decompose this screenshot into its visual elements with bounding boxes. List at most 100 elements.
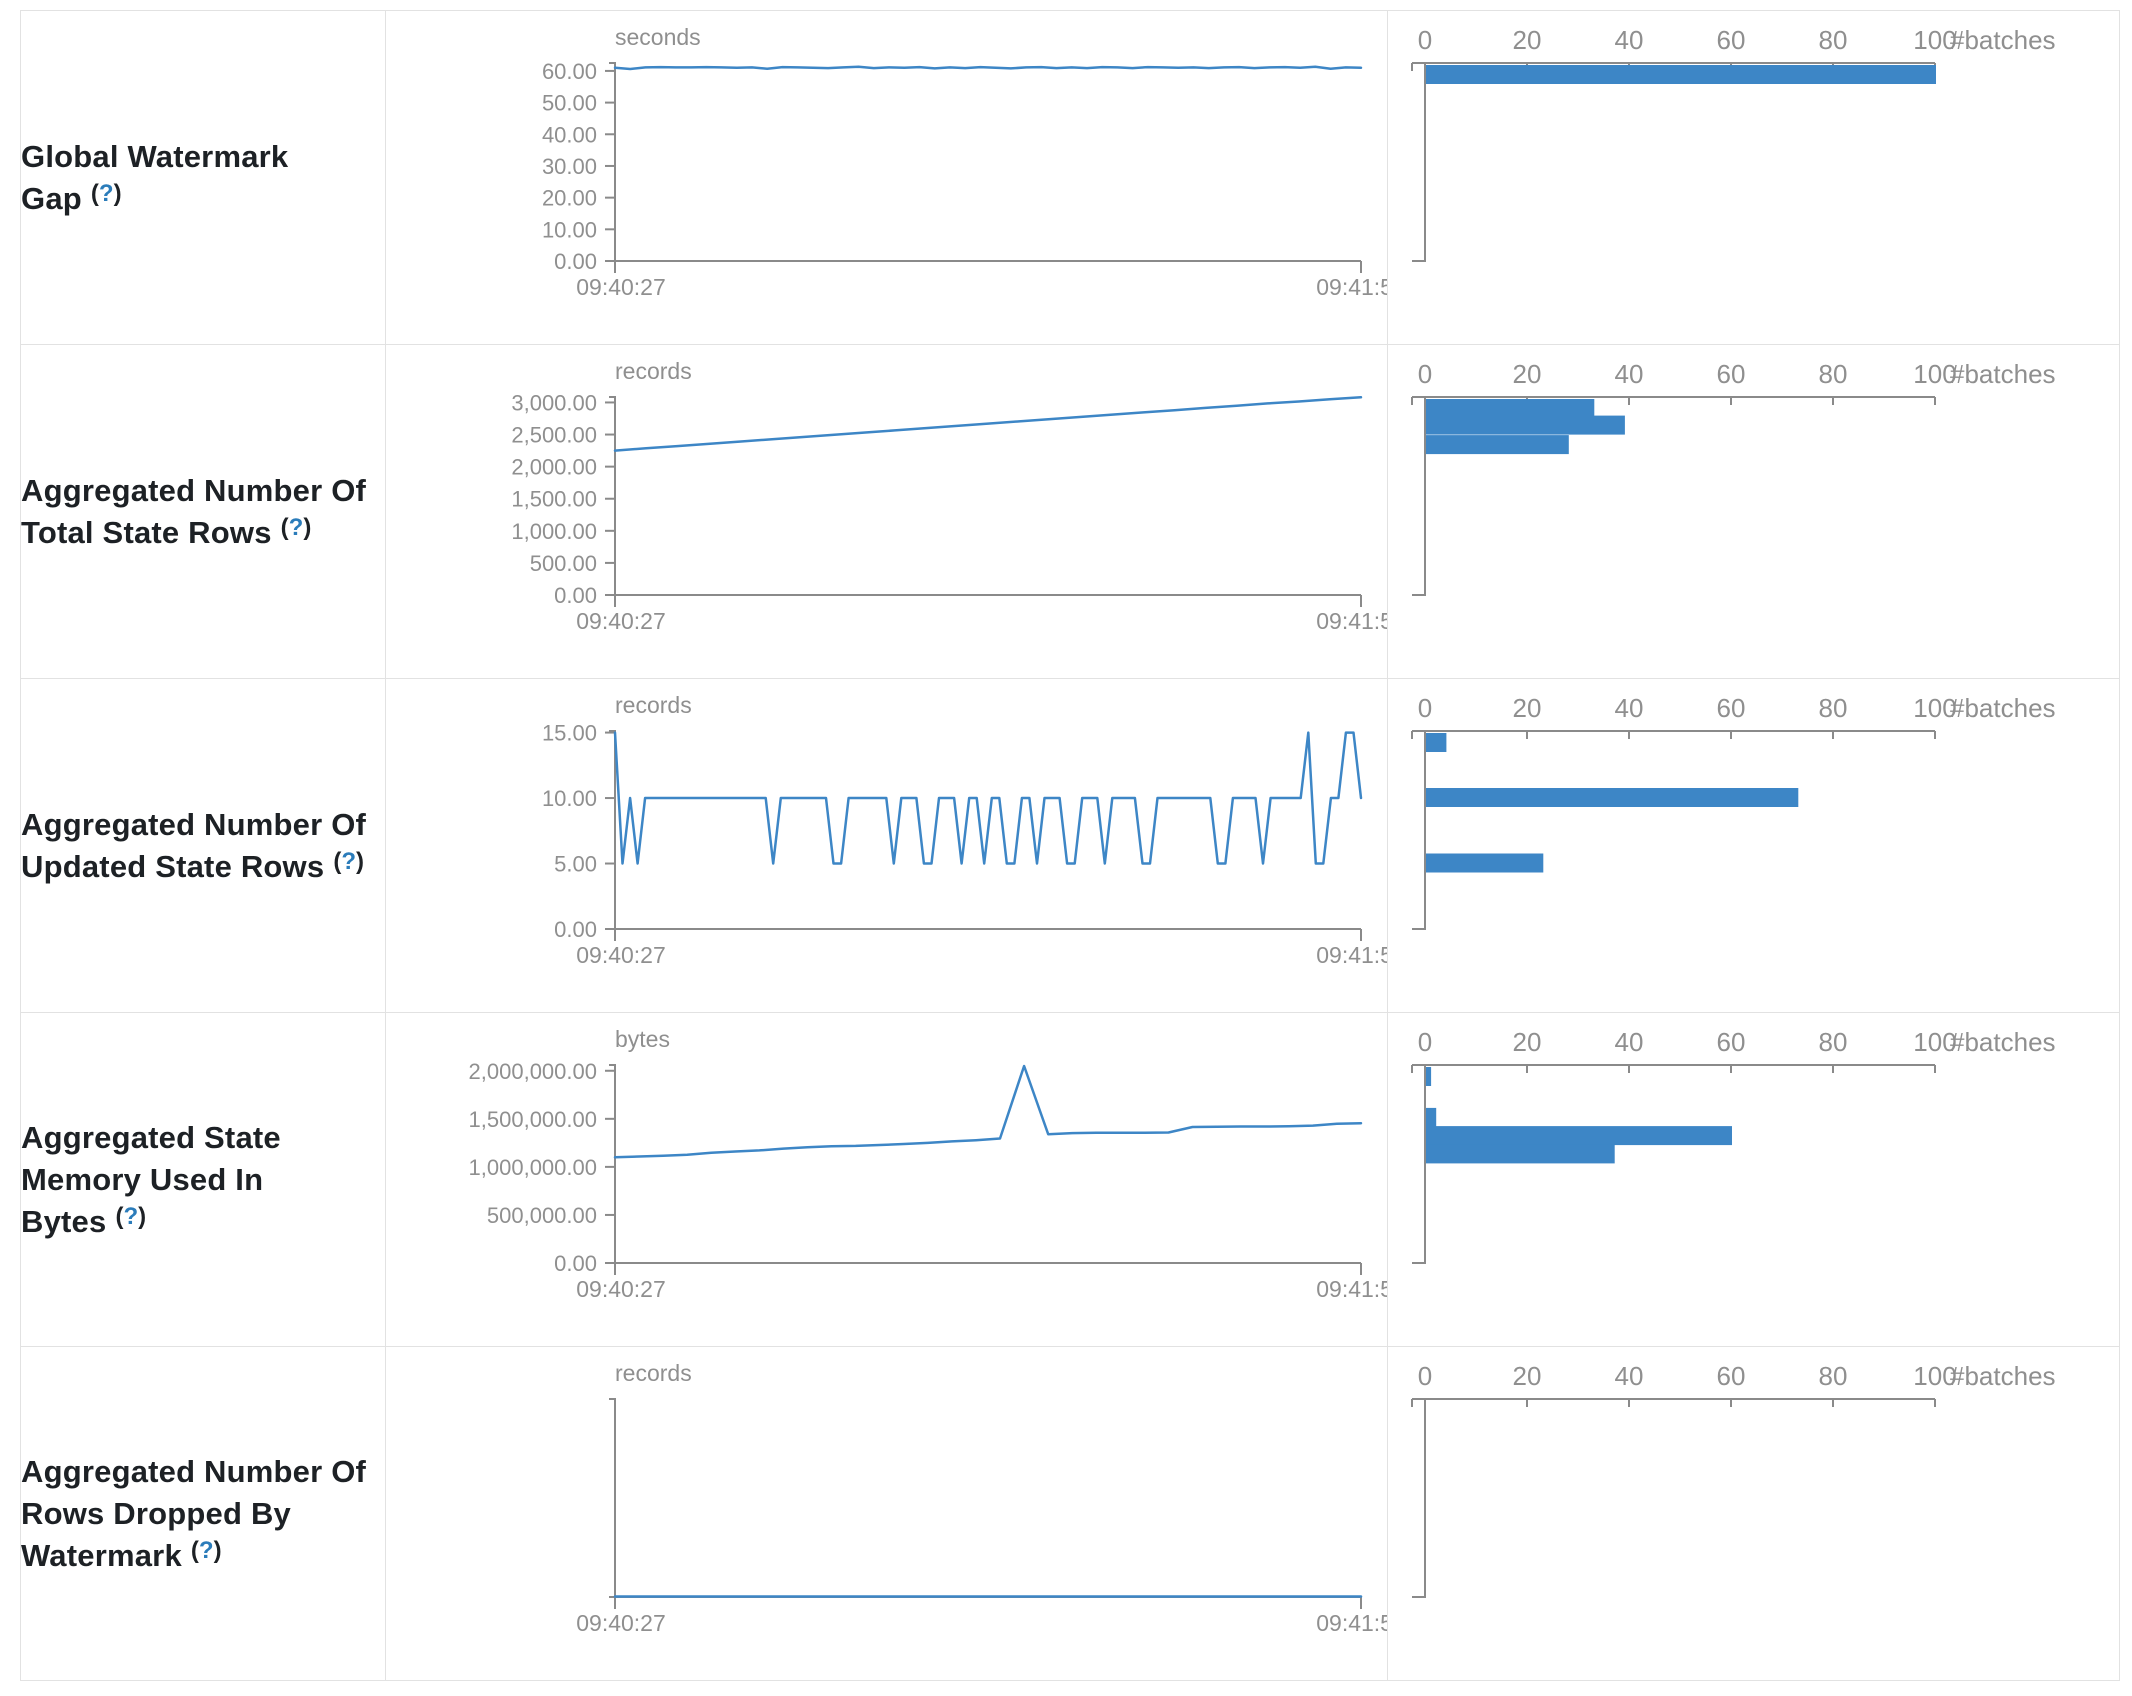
svg-text:09:40:27: 09:40:27	[576, 942, 666, 968]
histogram-chart-cell: 0 20 40 60 80 100 #batches	[1387, 1012, 2120, 1347]
svg-text:20: 20	[1513, 1027, 1542, 1057]
svg-text:09:41:56: 09:41:56	[1316, 608, 1387, 634]
svg-text:20.00: 20.00	[542, 186, 597, 211]
svg-text:records: records	[615, 692, 692, 718]
svg-text:20: 20	[1513, 359, 1542, 389]
svg-text:#batches: #batches	[1950, 1027, 2056, 1057]
help-paren-close: )	[138, 1203, 147, 1231]
svg-text:1,000,000.00: 1,000,000.00	[469, 1155, 597, 1180]
help-marker[interactable]: (?)	[281, 514, 312, 541]
metric-row: Aggregated Number Of Rows Dropped By Wat…	[20, 1346, 2120, 1681]
svg-text:0: 0	[1418, 693, 1432, 723]
svg-text:500,000.00: 500,000.00	[487, 1203, 597, 1228]
help-question-icon: ?	[341, 848, 356, 876]
svg-text:09:41:56: 09:41:56	[1316, 274, 1387, 300]
svg-text:0: 0	[1418, 25, 1432, 55]
histogram-chart-cell: 0 20 40 60 80 100 #batches	[1387, 10, 2120, 345]
timeline-chart-4: records 09:40:27 09:41:56	[576, 1360, 1387, 1636]
help-paren-open: (	[333, 848, 342, 876]
svg-text:60: 60	[1717, 693, 1746, 723]
svg-text:0.00: 0.00	[554, 249, 597, 274]
svg-text:100: 100	[1913, 359, 1956, 389]
svg-text:10.00: 10.00	[542, 786, 597, 811]
histogram-chart-cell: 0 20 40 60 80 100 #batches	[1387, 344, 2120, 679]
svg-text:09:41:56: 09:41:56	[1316, 1610, 1387, 1636]
timeline-chart-3: bytes 2,000,000.00 1,500,000.00 1,000,000.0…	[469, 1026, 1387, 1302]
svg-text:records: records	[615, 1360, 692, 1386]
svg-text:60.00: 60.00	[542, 59, 597, 84]
metric-label-cell: Aggregated Number Of Total State Rows (?)	[20, 344, 386, 679]
metric-row: Aggregated Number Of Updated State Rows(…	[20, 678, 2120, 1013]
metric-title: Aggregated Number Of Rows Dropped By Wat…	[21, 1453, 367, 1573]
metric-row: Aggregated Number Of Total State Rows (?)…	[20, 344, 2120, 679]
svg-text:50.00: 50.00	[542, 91, 597, 116]
svg-text:20: 20	[1513, 1361, 1542, 1391]
svg-text:records: records	[615, 358, 692, 384]
svg-text:0.00: 0.00	[554, 1251, 597, 1276]
svg-text:100: 100	[1913, 25, 1956, 55]
svg-text:500.00: 500.00	[530, 551, 597, 576]
histogram-chart-cell: 0 20 40 60 80 100 #batches	[1387, 1346, 2120, 1681]
svg-text:80: 80	[1819, 25, 1848, 55]
help-paren-open: (	[190, 1537, 199, 1565]
help-paren-close: )	[355, 848, 364, 876]
metric-title: Aggregated Number Of Total State Rows	[21, 472, 367, 550]
svg-text:09:40:27: 09:40:27	[576, 608, 666, 634]
svg-text:40: 40	[1615, 25, 1644, 55]
svg-text:60: 60	[1717, 25, 1746, 55]
svg-text:100: 100	[1913, 1027, 1956, 1057]
timeline-chart-0: seconds 60.00 50.00 40.00 30.00 20.00 10.00 0.0…	[542, 24, 1387, 300]
timeline-chart-cell: bytes 2,000,000.00 1,500,000.00 1,000,000.0…	[385, 1012, 1388, 1347]
svg-text:#batches: #batches	[1950, 25, 2056, 55]
histogram-chart-4: 0 20 40 60 80 100#batches	[1411, 1361, 2056, 1598]
histogram-chart-0: 0 20 40 60 80 100#batches	[1411, 25, 2056, 262]
metric-row: Aggregated State Memory Used In Bytes (?)…	[20, 1012, 2120, 1347]
timeline-chart-cell: records 09:40:27 09:41:56	[385, 1346, 1388, 1681]
svg-text:09:41:56: 09:41:56	[1316, 942, 1387, 968]
svg-text:40: 40	[1615, 1361, 1644, 1391]
help-question-icon: ?	[123, 1203, 139, 1231]
timeline-chart-cell: records 3,000.00 2,500.00 2,000.00 1,500.00 1…	[385, 344, 1388, 679]
metric-title: Global Watermark Gap	[21, 138, 289, 216]
svg-text:3,000.00: 3,000.00	[511, 390, 597, 415]
help-paren-close: )	[113, 180, 122, 208]
metric-label-cell: Aggregated Number Of Updated State Rows(…	[20, 678, 386, 1013]
svg-text:#batches: #batches	[1950, 359, 2056, 389]
svg-text:0: 0	[1418, 359, 1432, 389]
svg-text:20: 20	[1513, 693, 1542, 723]
svg-text:5.00: 5.00	[554, 852, 597, 877]
svg-text:20: 20	[1513, 25, 1542, 55]
help-marker[interactable]: (?)	[115, 1203, 146, 1230]
help-question-icon: ?	[288, 514, 304, 542]
svg-text:30.00: 30.00	[542, 154, 597, 179]
help-paren-close: )	[213, 1537, 222, 1565]
svg-text:#batches: #batches	[1950, 1361, 2056, 1391]
svg-text:0: 0	[1418, 1361, 1432, 1391]
help-paren-open: (	[115, 1203, 124, 1231]
svg-text:2,500.00: 2,500.00	[511, 423, 597, 448]
svg-text:100: 100	[1913, 693, 1956, 723]
timeline-chart-1: records 3,000.00 2,500.00 2,000.00 1,500.00 1…	[511, 358, 1387, 634]
help-marker[interactable]: (?)	[91, 180, 122, 207]
help-question-icon: ?	[198, 1537, 214, 1565]
metric-label-cell: Aggregated State Memory Used In Bytes (?)	[20, 1012, 386, 1347]
svg-text:1,000.00: 1,000.00	[511, 519, 597, 544]
metric-label-cell: Aggregated Number Of Rows Dropped By Wat…	[20, 1346, 386, 1681]
svg-text:15.00: 15.00	[542, 721, 597, 746]
streaming-statistics-table: Global Watermark Gap (?) seconds 60.00 50.0…	[20, 10, 2120, 1681]
svg-text:seconds: seconds	[615, 24, 701, 50]
svg-text:09:40:27: 09:40:27	[576, 1610, 666, 1636]
svg-text:1,500,000.00: 1,500,000.00	[469, 1107, 597, 1132]
help-marker[interactable]: (?)	[333, 848, 364, 875]
help-question-icon: ?	[98, 180, 114, 208]
help-marker[interactable]: (?)	[191, 1537, 222, 1564]
svg-text:100: 100	[1913, 1361, 1956, 1391]
metric-label-cell: Global Watermark Gap (?)	[20, 10, 386, 345]
histogram-chart-3: 0 20 40 60 80 100#batches	[1411, 1027, 2056, 1264]
metric-title: Aggregated Number Of Updated State Rows	[21, 806, 367, 884]
svg-text:09:40:27: 09:40:27	[576, 1276, 666, 1302]
timeline-chart-cell: records 15.00 10.00 5.00 0.00 09:40:27 09:41:5…	[385, 678, 1388, 1013]
svg-text:80: 80	[1819, 359, 1848, 389]
svg-text:0.00: 0.00	[554, 917, 597, 942]
